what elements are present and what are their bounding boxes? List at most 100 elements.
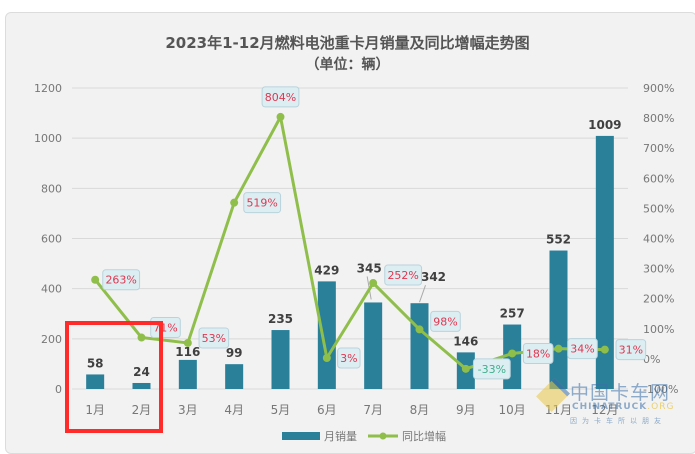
right-axis-tick: 0% — [643, 353, 660, 366]
right-axis-tick: -100% — [643, 383, 678, 396]
line-marker — [554, 344, 563, 353]
line-marker — [508, 349, 517, 358]
bar — [86, 374, 105, 389]
line-marker — [91, 275, 100, 284]
line-label-box — [430, 310, 461, 332]
x-axis-tick: 11月 — [545, 403, 572, 417]
bar-series-monthly-sales — [86, 135, 614, 389]
line-value-labels: 263%71%53%519%804%3%252%98%-33%18% 34% 31% — [102, 86, 647, 380]
line-series-yoy-growth — [91, 112, 609, 373]
line-value-label: -33% — [478, 363, 506, 376]
bar — [317, 281, 336, 389]
legend-bar-swatch — [282, 432, 320, 440]
line-label-box — [522, 342, 554, 364]
left-axis-tick: 1200 — [34, 82, 62, 95]
right-axis-tick: 900% — [643, 82, 674, 95]
legend-line-label: 同比增幅 — [402, 429, 446, 443]
bar-value-label: 552 — [546, 233, 571, 247]
bar — [132, 382, 151, 389]
line-value-label: 98% — [433, 315, 457, 328]
legend: 月销量 同比增幅 — [282, 429, 446, 443]
x-axis-tick: 9月 — [456, 403, 476, 417]
line-marker — [276, 112, 285, 121]
line-label-box — [261, 86, 300, 108]
bar-value-label: 342 — [421, 270, 446, 284]
bar-value-label: 146 — [453, 334, 478, 348]
right-axis-tick: 700% — [643, 142, 674, 155]
right-axis-tick: 300% — [643, 263, 674, 276]
line-marker — [230, 198, 239, 207]
legend-bar-label: 月销量 — [324, 429, 357, 443]
left-axis-tick: 200 — [41, 333, 62, 346]
line-label-box — [102, 269, 141, 291]
line-label-box — [384, 264, 423, 286]
line-value-label: 31% — [619, 344, 643, 357]
bar-value-label: 116 — [175, 345, 200, 359]
bar — [178, 359, 197, 389]
bar-value-label: 345 — [357, 261, 382, 275]
line-value-label: 263% — [105, 274, 136, 287]
x-axis-tick: 10月 — [499, 403, 526, 417]
line-value-label: 53% — [202, 332, 226, 345]
x-axis-tick: 8月 — [410, 403, 430, 417]
line-label-box — [243, 192, 282, 214]
x-axis-tick: 5月 — [271, 403, 291, 417]
x-axis-tick: 12月 — [591, 403, 618, 417]
line-label-box — [615, 339, 647, 361]
line-value-label: 252% — [387, 269, 418, 282]
chart-title: 2023年1-12月燃料电池重卡月销量及同比增幅走势图 — [165, 34, 530, 52]
right-axis-tick: 500% — [643, 202, 674, 215]
x-axis-tick: 3月 — [178, 403, 198, 417]
x-axis-tick: 4月 — [224, 403, 244, 417]
line-label-box — [198, 327, 230, 349]
right-axis-tick: 400% — [643, 233, 674, 246]
line-value-label: 804% — [265, 91, 296, 104]
left-axis-tick: 600 — [41, 233, 62, 246]
chart-panel — [5, 12, 695, 454]
legend-line-marker — [379, 432, 387, 440]
line-label-box — [567, 338, 598, 360]
bar-value-label: 24 — [133, 365, 150, 379]
bar-value-label: 235 — [268, 312, 293, 326]
bar-value-labels: 58 24 116 99 235 429 345 342 146 257 552 1009 — [87, 118, 622, 379]
right-axis-tick: 800% — [643, 112, 674, 125]
x-axis: 1月 2月 3月 4月 5月 6月 7月 8月 9月 10月 11月 12月 — [85, 403, 618, 417]
bar — [225, 364, 244, 389]
bar — [410, 303, 429, 389]
left-axis: 0 200 400 600 800 1000 1200 — [34, 82, 62, 396]
x-axis-tick: 7月 — [363, 403, 383, 417]
bar — [364, 302, 383, 389]
line-value-label: 18% — [526, 347, 550, 360]
bar — [549, 250, 568, 389]
chart-subtitle: （单位：辆） — [305, 57, 390, 73]
line-value-label: 519% — [246, 197, 277, 210]
x-axis-tick: 1月 — [85, 403, 105, 417]
line-marker — [415, 325, 424, 334]
bar — [595, 135, 614, 389]
bar-value-label: 429 — [314, 263, 339, 277]
line-marker — [369, 279, 378, 288]
left-axis-tick: 400 — [41, 283, 62, 296]
x-axis-tick: 6月 — [317, 403, 337, 417]
line-marker — [322, 353, 331, 362]
line-label-box — [472, 358, 511, 380]
bar-value-label: 58 — [87, 356, 104, 370]
line-marker — [600, 345, 609, 354]
left-axis-tick: 800 — [41, 182, 62, 195]
left-axis-tick: 1000 — [34, 132, 62, 145]
line-marker — [183, 338, 192, 347]
right-axis-tick: 100% — [643, 323, 674, 336]
right-axis-tick: 200% — [643, 293, 674, 306]
bar — [271, 330, 290, 389]
left-axis-tick: 0 — [55, 383, 62, 396]
bar-value-label: 257 — [500, 307, 525, 321]
line-value-label: 34% — [570, 343, 594, 356]
highlight-box-jan-feb — [65, 321, 163, 433]
right-axis-tick: 600% — [643, 172, 674, 185]
bar-value-label: 99 — [226, 346, 243, 360]
bar-value-label: 1009 — [588, 118, 621, 132]
line-marker — [461, 364, 470, 373]
line-marker — [137, 333, 146, 342]
line-label-box — [337, 347, 361, 369]
line-value-label: 3% — [340, 352, 357, 365]
